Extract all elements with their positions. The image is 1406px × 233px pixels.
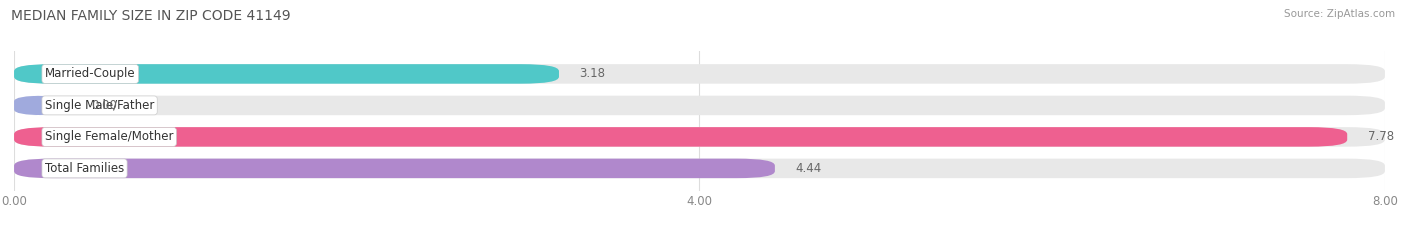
FancyBboxPatch shape: [14, 127, 1347, 147]
FancyBboxPatch shape: [14, 159, 775, 178]
Text: 4.44: 4.44: [796, 162, 821, 175]
Text: 7.78: 7.78: [1368, 130, 1393, 143]
Text: MEDIAN FAMILY SIZE IN ZIP CODE 41149: MEDIAN FAMILY SIZE IN ZIP CODE 41149: [11, 9, 291, 23]
FancyBboxPatch shape: [14, 96, 1385, 115]
Text: Source: ZipAtlas.com: Source: ZipAtlas.com: [1284, 9, 1395, 19]
Text: Single Female/Mother: Single Female/Mother: [45, 130, 173, 143]
FancyBboxPatch shape: [14, 127, 1385, 147]
FancyBboxPatch shape: [14, 64, 1385, 84]
Text: Single Male/Father: Single Male/Father: [45, 99, 155, 112]
Text: 0.00: 0.00: [91, 99, 117, 112]
Text: 3.18: 3.18: [579, 67, 606, 80]
FancyBboxPatch shape: [14, 64, 560, 84]
Text: Married-Couple: Married-Couple: [45, 67, 135, 80]
FancyBboxPatch shape: [14, 159, 1385, 178]
Text: Total Families: Total Families: [45, 162, 124, 175]
FancyBboxPatch shape: [14, 96, 62, 115]
